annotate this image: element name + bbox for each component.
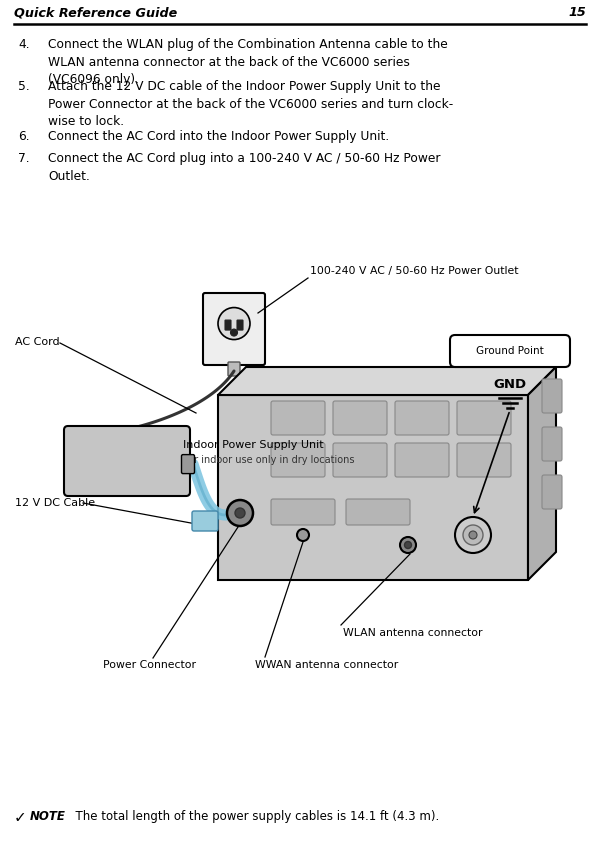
Text: GND: GND	[493, 378, 527, 391]
Text: Quick Reference Guide: Quick Reference Guide	[14, 6, 177, 19]
FancyBboxPatch shape	[542, 475, 562, 509]
FancyBboxPatch shape	[333, 443, 387, 477]
Text: 100-240 V AC / 50-60 Hz Power Outlet: 100-240 V AC / 50-60 Hz Power Outlet	[310, 266, 518, 276]
FancyBboxPatch shape	[237, 320, 243, 330]
Polygon shape	[528, 367, 556, 580]
Circle shape	[227, 500, 253, 526]
FancyBboxPatch shape	[333, 401, 387, 435]
Text: For indoor use only in dry locations: For indoor use only in dry locations	[183, 455, 355, 465]
Circle shape	[463, 525, 483, 545]
Text: ✓: ✓	[14, 810, 27, 825]
Circle shape	[230, 329, 238, 336]
Circle shape	[404, 541, 412, 549]
Polygon shape	[218, 367, 556, 395]
FancyBboxPatch shape	[271, 499, 335, 525]
Text: Connect the AC Cord plug into a 100-240 V AC / 50-60 Hz Power
Outlet.: Connect the AC Cord plug into a 100-240 …	[48, 152, 440, 182]
FancyBboxPatch shape	[395, 401, 449, 435]
Text: 7.: 7.	[18, 152, 29, 165]
Text: 5.: 5.	[18, 80, 30, 93]
FancyBboxPatch shape	[542, 427, 562, 461]
FancyBboxPatch shape	[450, 335, 570, 367]
Text: WLAN antenna connector: WLAN antenna connector	[343, 628, 482, 638]
Text: Indoor Power Supply Unit: Indoor Power Supply Unit	[183, 440, 323, 450]
Circle shape	[469, 531, 477, 539]
FancyBboxPatch shape	[64, 426, 190, 496]
FancyBboxPatch shape	[225, 320, 231, 330]
FancyBboxPatch shape	[542, 379, 562, 413]
Text: Connect the AC Cord into the Indoor Power Supply Unit.: Connect the AC Cord into the Indoor Powe…	[48, 130, 389, 143]
Text: 12 V DC Cable: 12 V DC Cable	[15, 498, 95, 508]
Text: 15: 15	[568, 6, 586, 19]
FancyBboxPatch shape	[228, 362, 240, 376]
Text: The total length of the power supply cables is 14.1 ft (4.3 m).: The total length of the power supply cab…	[68, 810, 439, 823]
FancyBboxPatch shape	[457, 401, 511, 435]
Text: Power Connector: Power Connector	[103, 660, 196, 670]
FancyBboxPatch shape	[271, 401, 325, 435]
Text: Connect the WLAN plug of the Combination Antenna cable to the
WLAN antenna conne: Connect the WLAN plug of the Combination…	[48, 38, 448, 86]
Circle shape	[235, 508, 245, 518]
Text: Attach the 12 V DC cable of the Indoor Power Supply Unit to the
Power Connector : Attach the 12 V DC cable of the Indoor P…	[48, 80, 453, 128]
Circle shape	[400, 537, 416, 553]
Text: NOTE: NOTE	[30, 810, 66, 823]
Circle shape	[297, 529, 309, 541]
Circle shape	[218, 308, 250, 339]
Text: 4.: 4.	[18, 38, 29, 51]
Polygon shape	[218, 395, 528, 580]
Text: AC Cord: AC Cord	[15, 337, 59, 347]
FancyBboxPatch shape	[203, 293, 265, 365]
FancyBboxPatch shape	[192, 511, 218, 531]
FancyBboxPatch shape	[182, 454, 194, 473]
Text: 6.: 6.	[18, 130, 29, 143]
Text: Ground Point: Ground Point	[476, 346, 544, 356]
FancyBboxPatch shape	[346, 499, 410, 525]
FancyBboxPatch shape	[271, 443, 325, 477]
FancyBboxPatch shape	[395, 443, 449, 477]
FancyBboxPatch shape	[457, 443, 511, 477]
Circle shape	[455, 517, 491, 553]
Text: WWAN antenna connector: WWAN antenna connector	[255, 660, 398, 670]
